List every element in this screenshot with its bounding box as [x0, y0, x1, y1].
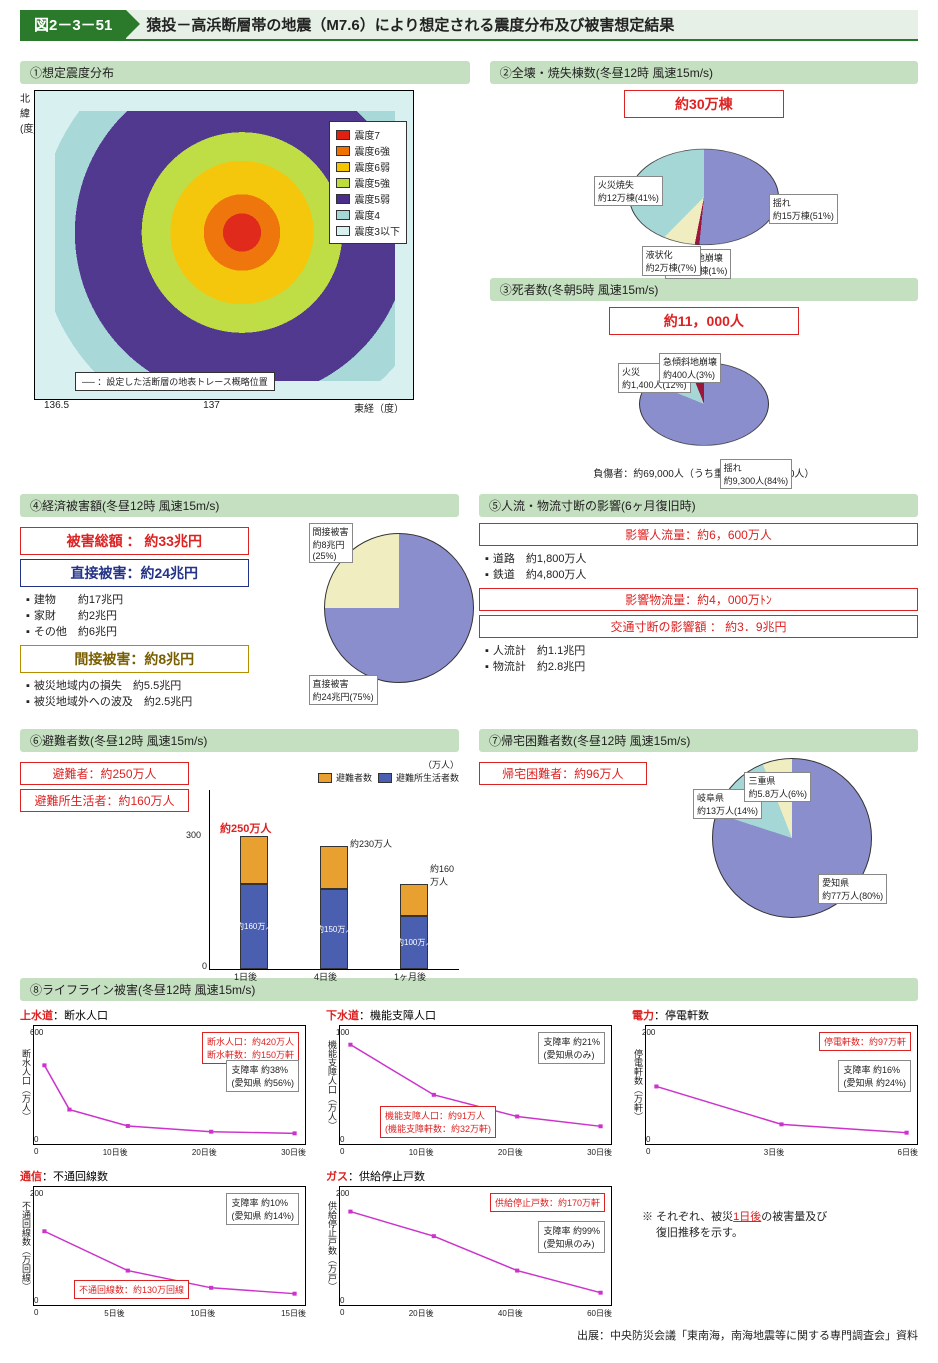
pie-label: 火災焼失約12万棟(41%) [594, 176, 663, 206]
source-footer: 出展：中央防災会議「東南海，南海地震等に関する専門調査会」資料 [20, 1327, 918, 1343]
figure-title-bar: 図2－3－51 猿投－高浜断層帯の地震（M7.6）により想定される震度分布及び被… [20, 10, 918, 41]
sec4-direct-items: 建物 約17兆円家財 約2兆円その他 約6兆円 [26, 591, 249, 639]
ytick: 300 [186, 830, 201, 840]
sec1-xlabel: 東経（度） [354, 400, 404, 415]
pie4-lbl-dir: 直接被害約24兆円(75%) [309, 675, 378, 705]
sec5-l3-items: 人流計 約1.1兆円物流計 約2.8兆円 [485, 642, 918, 674]
sec4-indirect-items: 被災地域内の損失 約5.5兆円被災地域外への波及 約2.5兆円 [26, 677, 249, 709]
sec7-b1: 帰宅困難者：約96万人 [479, 762, 647, 785]
sec7-head: ⑦帰宅困難者数(冬昼12時 風速15m/s) [479, 729, 918, 752]
sec7-pie: 愛知県約77万人(80%)岐阜県約13万人(14%)三重県約5.8万人(6%) [682, 758, 902, 928]
figure-title: 猿投－高浜断層帯の地震（M7.6）により想定される震度分布及び被害想定結果 [126, 10, 918, 41]
sec5-l3: 交通寸断の影響額 ： 約3．9兆円 [479, 615, 918, 638]
lifeline-chart: 上水道：断水人口 断水人口（万人） 断水人口：約420万人断水軒数：約150万軒… [20, 1007, 306, 1158]
pie-label: 揺れ約9,300人(84%) [720, 459, 793, 489]
pie-label: 揺れ約15万棟(51%) [769, 194, 838, 224]
sec6-barchart: 300 0 約250万人 1日後約160万人4日後約230万人約150万人1ヶ月… [209, 790, 459, 970]
sec3-total: 約11，000人 [609, 307, 799, 335]
lifeline-grid: 上水道：断水人口 断水人口（万人） 断水人口：約420万人断水軒数：約150万軒… [20, 1007, 918, 1319]
sec6-axis: （万人） [209, 758, 459, 771]
lifeline-chart: 下水道：機能支障人口 機能支障人口（万人） 機能支障人口：約91万人(機能支障軒… [326, 1007, 612, 1158]
sec5-head: ⑤人流・物流寸断の影響(6ヶ月復旧時) [479, 494, 918, 517]
map-legend: 震度7震度6強震度6弱震度5強震度5弱震度4震度3以下 [329, 121, 407, 244]
sec2-head: ②全壊・焼失棟数(冬昼12時 風速15m/s) [490, 61, 918, 84]
trace-note: ── ：設定した活断層の地表トレース概略位置 [75, 372, 275, 391]
sec1-ylabel-title: 北緯(度) [20, 90, 34, 415]
pie-label: 液状化約2万棟(7%) [642, 246, 701, 276]
sec2-pie: 揺れ約15万棟(51%)急傾斜地崩壊約0.4万棟(1%)液状化約2万棟(7%)火… [594, 122, 814, 272]
sec4-direct: 直接被害：約24兆円 [20, 559, 249, 587]
xtick: 137 [203, 400, 220, 415]
lifeline-note: ※ それぞれ、被災1日後の被害量及び 復旧推移を示す。 [632, 1168, 918, 1319]
pie-label: 急傾斜地崩壊約400人(3%) [659, 353, 721, 383]
pie-label: 愛知県約77万人(80%) [818, 874, 887, 904]
sec2-total: 約30万棟 [624, 90, 784, 118]
sec3-foot: 負傷者：約69,000人（うち重傷者：約14,000人） [490, 465, 918, 480]
lifeline-chart: ガス：供給停止戸数 供給停止戸数（万戸） 供給停止戸数：約170万軒 支障率 約… [326, 1168, 612, 1319]
sec4-head: ④経済被害額(冬昼12時 風速15m/s) [20, 494, 459, 517]
pie-label: 三重県約5.8万人(6%) [744, 772, 811, 802]
lifeline-chart: 通信：不通回線数 不通回線数（万回線） 不通回線数：約130万回線 支障率 約1… [20, 1168, 306, 1319]
sec1-head: ①想定震度分布 [20, 61, 470, 84]
sec3-head: ③死者数(冬朝5時 風速15m/s) [490, 278, 918, 301]
xtick: 136.5 [44, 400, 69, 415]
sec4-indirect: 間接被害：約8兆円 [20, 645, 249, 673]
sec5-l2: 影響物流量：約4，000万ﾄﾝ [479, 588, 918, 611]
pie4-lbl-ind: 間接被害約8兆円(25%) [309, 523, 353, 563]
sec6-highlight: 約250万人 [220, 820, 271, 836]
lifeline-chart: 電力：停電軒数 停電軒数（万軒） 停電軒数：約97万軒 支障率 約16%(愛知県… [632, 1007, 918, 1158]
sec5-l1: 影響人流量：約6，600万人 [479, 523, 918, 546]
intensity-map: 震度7震度6強震度6弱震度5強震度5弱震度4震度3以下 ── ：設定した活断層の… [34, 90, 414, 400]
sec8-head: ⑧ライフライン被害(冬昼12時 風速15m/s) [20, 978, 918, 1001]
sec6-b1: 避難者：約250万人 [20, 762, 189, 785]
sec3-pie: 揺れ約9,300人(84%)火災約1,400人(12%)急傾斜地崩壊約400人(… [594, 339, 814, 459]
sec6-b2: 避難所生活者：約160万人 [20, 789, 189, 812]
sec6-legend: 避難者数避難所生活者数 [209, 771, 459, 784]
figure-number: 図2－3－51 [20, 10, 126, 41]
sec6-head: ⑥避難者数(冬昼12時 風速15m/s) [20, 729, 459, 752]
sec4-total: 被害総額 ： 約33兆円 [20, 527, 249, 555]
sec5-l1-items: 道路 約1,800万人鉄道 約4,800万人 [485, 550, 918, 582]
ytick: 0 [202, 961, 207, 971]
